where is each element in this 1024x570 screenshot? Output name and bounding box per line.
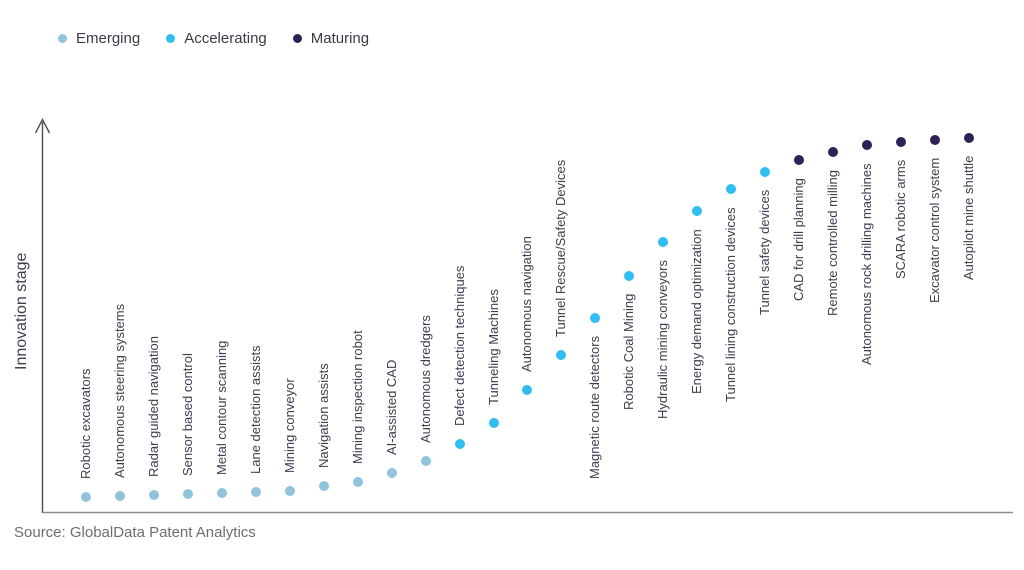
data-point-label: CAD for drill planning <box>791 178 807 301</box>
data-point-label: Magnetic route detectors <box>587 335 603 479</box>
legend-dot-emerging-icon <box>58 34 67 43</box>
data-point <box>658 236 669 247</box>
y-axis-label: Innovation stage <box>13 252 30 370</box>
data-point <box>148 489 159 500</box>
data-point <box>114 491 125 502</box>
data-point-label: Tunnel Rescue/Safety Devices <box>553 160 569 338</box>
data-point-label: Hydraulic mining conveyors <box>655 260 671 419</box>
data-point <box>862 140 873 151</box>
legend-item-maturing: Maturing <box>292 30 370 47</box>
data-point-label: Autonomous dredgers <box>417 315 433 443</box>
data-point <box>81 491 91 502</box>
data-point <box>828 147 839 158</box>
data-point-label: Autonomous steering systems <box>111 304 127 479</box>
data-point <box>318 480 329 491</box>
data-point-label: SCARA robotic arms <box>893 159 909 279</box>
data-point-label: Mining conveyor <box>281 378 297 474</box>
data-point-label: Lane detection assists <box>247 345 263 474</box>
data-point <box>726 183 737 194</box>
data-point-label: Remote controlled milling <box>825 170 841 317</box>
data-point-label: Energy demand optimization <box>689 229 705 395</box>
data-point-label: Autonomous navigation <box>519 236 535 373</box>
data-point <box>794 154 805 165</box>
data-point <box>930 134 940 145</box>
data-point <box>624 271 635 281</box>
data-point <box>420 455 431 466</box>
data-point <box>386 468 397 479</box>
data-point-label: Autonomous rock drilling machines <box>859 163 875 366</box>
data-point-label: Tunnel lining construction devices <box>723 207 739 402</box>
data-point <box>454 439 465 450</box>
data-point <box>692 206 703 217</box>
data-point-label: Robotic excavators <box>78 368 93 479</box>
data-point-label: Radar guided navigation <box>145 336 161 477</box>
data-point-label: Metal contour scanning <box>213 340 229 475</box>
legend-item-accelerating: Accelerating <box>166 30 267 47</box>
data-point-label: Autopilot mine shuttle <box>960 155 976 280</box>
data-point <box>182 488 193 499</box>
data-point-label: Excavator control system <box>927 157 942 303</box>
data-point-label: Sensor based control <box>179 352 195 476</box>
data-point-label: Navigation assists <box>315 363 331 468</box>
data-point <box>556 350 567 361</box>
source-note: Source: GlobalData Patent Analytics <box>14 524 256 541</box>
data-point <box>352 477 363 488</box>
data-point <box>216 488 227 498</box>
legend-label-accelerating: Accelerating <box>184 30 267 47</box>
legend-dot-accelerating-icon <box>166 34 176 43</box>
data-point <box>522 385 533 396</box>
data-point-label: Mining inspection robot <box>349 330 365 465</box>
data-point <box>590 312 601 323</box>
data-point-label: Tunnel safety devices <box>757 189 773 315</box>
data-point-label: Robotic Coal Mining <box>621 293 637 410</box>
legend-item-emerging: Emerging <box>58 30 140 47</box>
data-point <box>488 418 499 429</box>
data-point <box>250 486 261 497</box>
data-point <box>284 486 295 497</box>
data-point-label: Defect detection techniques <box>451 265 467 427</box>
legend-label-maturing: Maturing <box>310 30 370 47</box>
y-axis-arrow-icon <box>34 117 51 134</box>
legend: Emerging Accelerating Maturing <box>58 30 369 47</box>
data-point <box>896 136 907 147</box>
legend-dot-maturing-icon <box>292 34 302 43</box>
legend-label-emerging: Emerging <box>76 30 141 47</box>
data-point-label: Tunneling Machines <box>485 289 501 406</box>
data-point-label: AI-assisted CAD <box>383 359 399 456</box>
data-point <box>963 132 974 143</box>
data-point <box>760 167 771 177</box>
